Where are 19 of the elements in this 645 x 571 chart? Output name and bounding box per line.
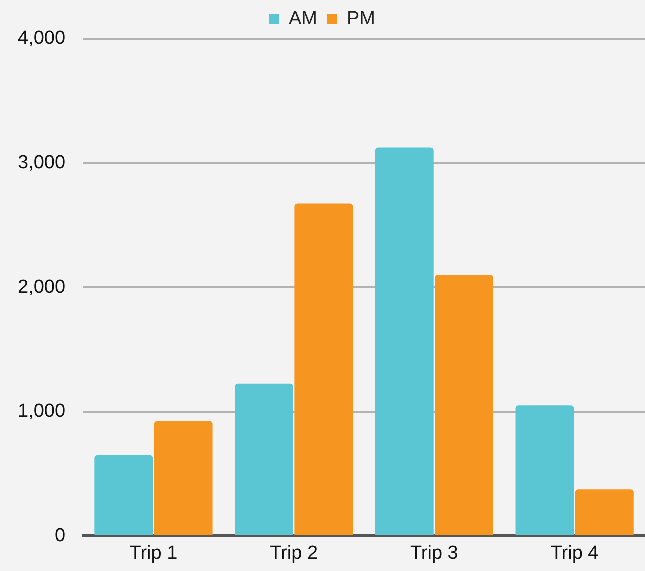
bar bbox=[575, 490, 634, 536]
bar bbox=[435, 275, 494, 536]
y-tick-label: 3,000 bbox=[18, 152, 66, 174]
y-tick-label: 4,000 bbox=[18, 28, 66, 50]
legend-label: PM bbox=[347, 8, 376, 30]
bar bbox=[235, 384, 294, 536]
y-tick-label: 1,000 bbox=[18, 401, 66, 422]
y-tick-label: 0 bbox=[54, 525, 66, 546]
bar bbox=[294, 204, 354, 536]
x-tick-label: Trip 2 bbox=[270, 542, 318, 564]
bar bbox=[94, 455, 154, 536]
y-tick-label: 2,000 bbox=[18, 276, 66, 298]
x-tick-label: Trip 4 bbox=[550, 542, 600, 564]
bar bbox=[154, 421, 213, 536]
bar bbox=[375, 148, 434, 536]
bar bbox=[516, 406, 574, 536]
x-tick-label: Trip 1 bbox=[130, 542, 178, 564]
x-tick-label: Trip 3 bbox=[410, 542, 458, 564]
legend-label: AM bbox=[289, 8, 318, 30]
